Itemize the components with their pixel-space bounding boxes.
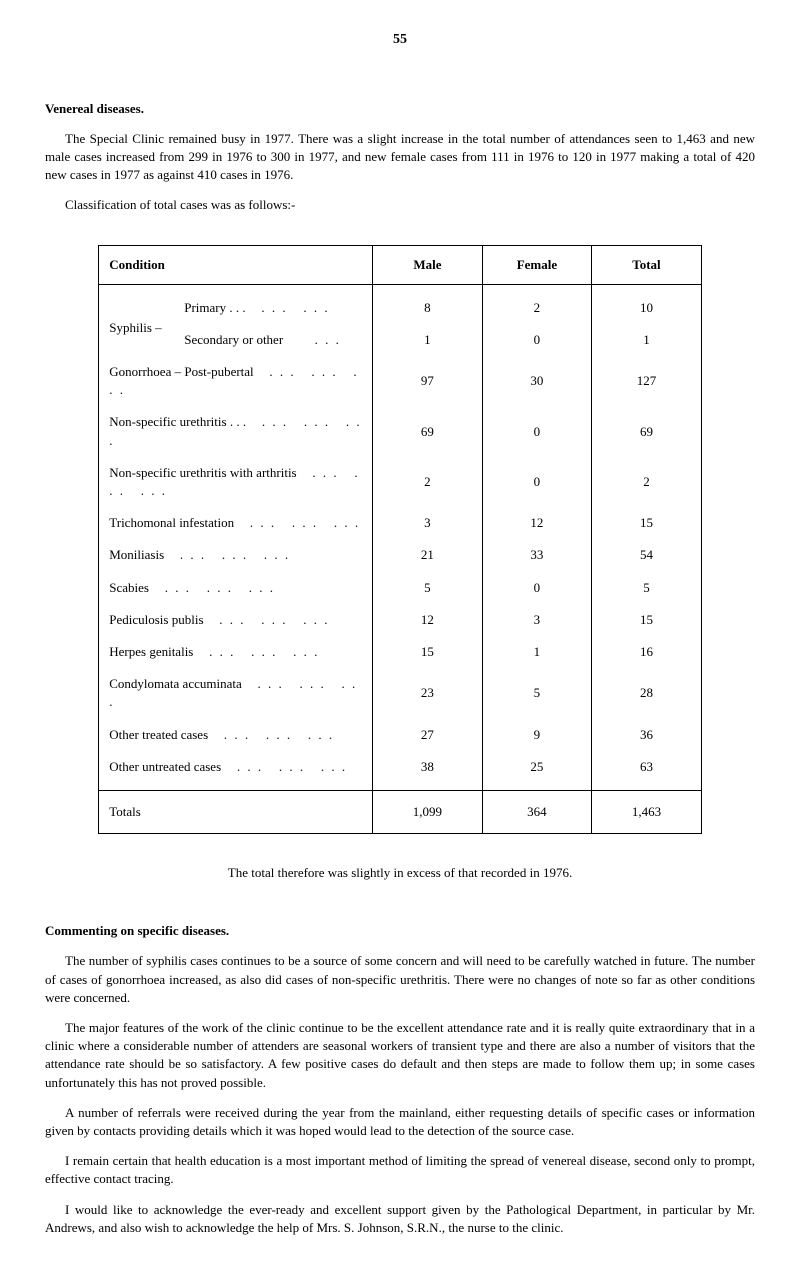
- female-cell: 1: [482, 636, 592, 668]
- section-heading-commenting: Commenting on specific diseases.: [45, 922, 755, 940]
- table-row: Condylomata accuminata . . . . . . . . .…: [99, 668, 702, 718]
- header-total: Total: [592, 245, 702, 284]
- table-row: Other untreated cases . . . . . . . . .3…: [99, 751, 702, 791]
- condition-cell: Pediculosis publis . . . . . . . . .: [99, 604, 373, 636]
- male-cell: 3: [373, 507, 483, 539]
- total-cell: 2: [592, 457, 702, 507]
- female-cell: 25: [482, 751, 592, 791]
- female-cell: 0: [482, 406, 592, 456]
- totals-male: 1,099: [373, 790, 483, 833]
- table-totals-row: Totals 1,099 364 1,463: [99, 790, 702, 833]
- male-cell: 38: [373, 751, 483, 791]
- header-male: Male: [373, 245, 483, 284]
- total-cell: 63: [592, 751, 702, 791]
- intro-paragraph-2: Classification of total cases was as fol…: [45, 196, 755, 214]
- table-row: Trichomonal infestation . . . . . . . . …: [99, 507, 702, 539]
- table-row: Primary . . . . . . . . .8210: [99, 284, 702, 324]
- female-cell: 12: [482, 507, 592, 539]
- header-condition: Condition: [99, 245, 373, 284]
- table-row: Moniliasis . . . . . . . . .213354: [99, 539, 702, 571]
- condition-cell: Other treated cases . . . . . . . . .: [99, 719, 373, 751]
- body-paragraph-5: A number of referrals were received duri…: [45, 1104, 755, 1140]
- male-cell: 27: [373, 719, 483, 751]
- condition-cell: Non-specific urethritis . . . . . . . . …: [99, 406, 373, 456]
- male-cell: 15: [373, 636, 483, 668]
- male-cell: 23: [373, 668, 483, 718]
- totals-label: Totals: [99, 790, 373, 833]
- condition-cell: Herpes genitalis . . . . . . . . .: [99, 636, 373, 668]
- male-cell: 12: [373, 604, 483, 636]
- body-paragraph-4: The major features of the work of the cl…: [45, 1019, 755, 1092]
- condition-cell: Syphilis –Secondary or other . . .: [99, 324, 373, 356]
- male-cell: 2: [373, 457, 483, 507]
- table-row: Syphilis –Secondary or other . . .101: [99, 324, 702, 356]
- table-row: Gonorrhoea – Post-pubertal . . . . . . .…: [99, 356, 702, 406]
- table-row: Non-specific urethritis . . . . . . . . …: [99, 406, 702, 456]
- header-female: Female: [482, 245, 592, 284]
- total-cell: 15: [592, 604, 702, 636]
- total-cell: 15: [592, 507, 702, 539]
- totals-female: 364: [482, 790, 592, 833]
- total-cell: 16: [592, 636, 702, 668]
- female-cell: 9: [482, 719, 592, 751]
- female-cell: 0: [482, 324, 592, 356]
- total-cell: 36: [592, 719, 702, 751]
- female-cell: 33: [482, 539, 592, 571]
- body-paragraph-3: The number of syphilis cases continues t…: [45, 952, 755, 1007]
- male-cell: 69: [373, 406, 483, 456]
- table-header-row: Condition Male Female Total: [99, 245, 702, 284]
- table-caption: The total therefore was slightly in exce…: [45, 864, 755, 882]
- female-cell: 30: [482, 356, 592, 406]
- female-cell: 2: [482, 284, 592, 324]
- body-paragraph-7: I would like to acknowledge the ever-rea…: [45, 1201, 755, 1237]
- intro-paragraph-1: The Special Clinic remained busy in 1977…: [45, 130, 755, 185]
- female-cell: 0: [482, 457, 592, 507]
- condition-cell: Gonorrhoea – Post-pubertal . . . . . . .…: [99, 356, 373, 406]
- female-cell: 5: [482, 668, 592, 718]
- body-paragraph-6: I remain certain that health education i…: [45, 1152, 755, 1188]
- condition-cell: Other untreated cases . . . . . . . . .: [99, 751, 373, 791]
- female-cell: 0: [482, 572, 592, 604]
- condition-cell: Scabies . . . . . . . . .: [99, 572, 373, 604]
- condition-cell: Moniliasis . . . . . . . . .: [99, 539, 373, 571]
- male-cell: 1: [373, 324, 483, 356]
- male-cell: 97: [373, 356, 483, 406]
- total-cell: 28: [592, 668, 702, 718]
- table-row: Scabies . . . . . . . . .505: [99, 572, 702, 604]
- condition-cell: Non-specific urethritis with arthritis .…: [99, 457, 373, 507]
- condition-cell: Condylomata accuminata . . . . . . . . .: [99, 668, 373, 718]
- section-heading-venereal: Venereal diseases.: [45, 100, 755, 118]
- table-row: Other treated cases . . . . . . . . .279…: [99, 719, 702, 751]
- table-row: Herpes genitalis . . . . . . . . .15116: [99, 636, 702, 668]
- total-cell: 10: [592, 284, 702, 324]
- table-row: Pediculosis publis . . . . . . . . .1231…: [99, 604, 702, 636]
- total-cell: 5: [592, 572, 702, 604]
- condition-cell: Trichomonal infestation . . . . . . . . …: [99, 507, 373, 539]
- total-cell: 69: [592, 406, 702, 456]
- male-cell: 8: [373, 284, 483, 324]
- male-cell: 5: [373, 572, 483, 604]
- total-cell: 127: [592, 356, 702, 406]
- total-cell: 1: [592, 324, 702, 356]
- cases-table: Condition Male Female Total Primary . . …: [98, 245, 702, 835]
- page-number: 55: [45, 30, 755, 50]
- totals-total: 1,463: [592, 790, 702, 833]
- table-row: Non-specific urethritis with arthritis .…: [99, 457, 702, 507]
- female-cell: 3: [482, 604, 592, 636]
- male-cell: 21: [373, 539, 483, 571]
- total-cell: 54: [592, 539, 702, 571]
